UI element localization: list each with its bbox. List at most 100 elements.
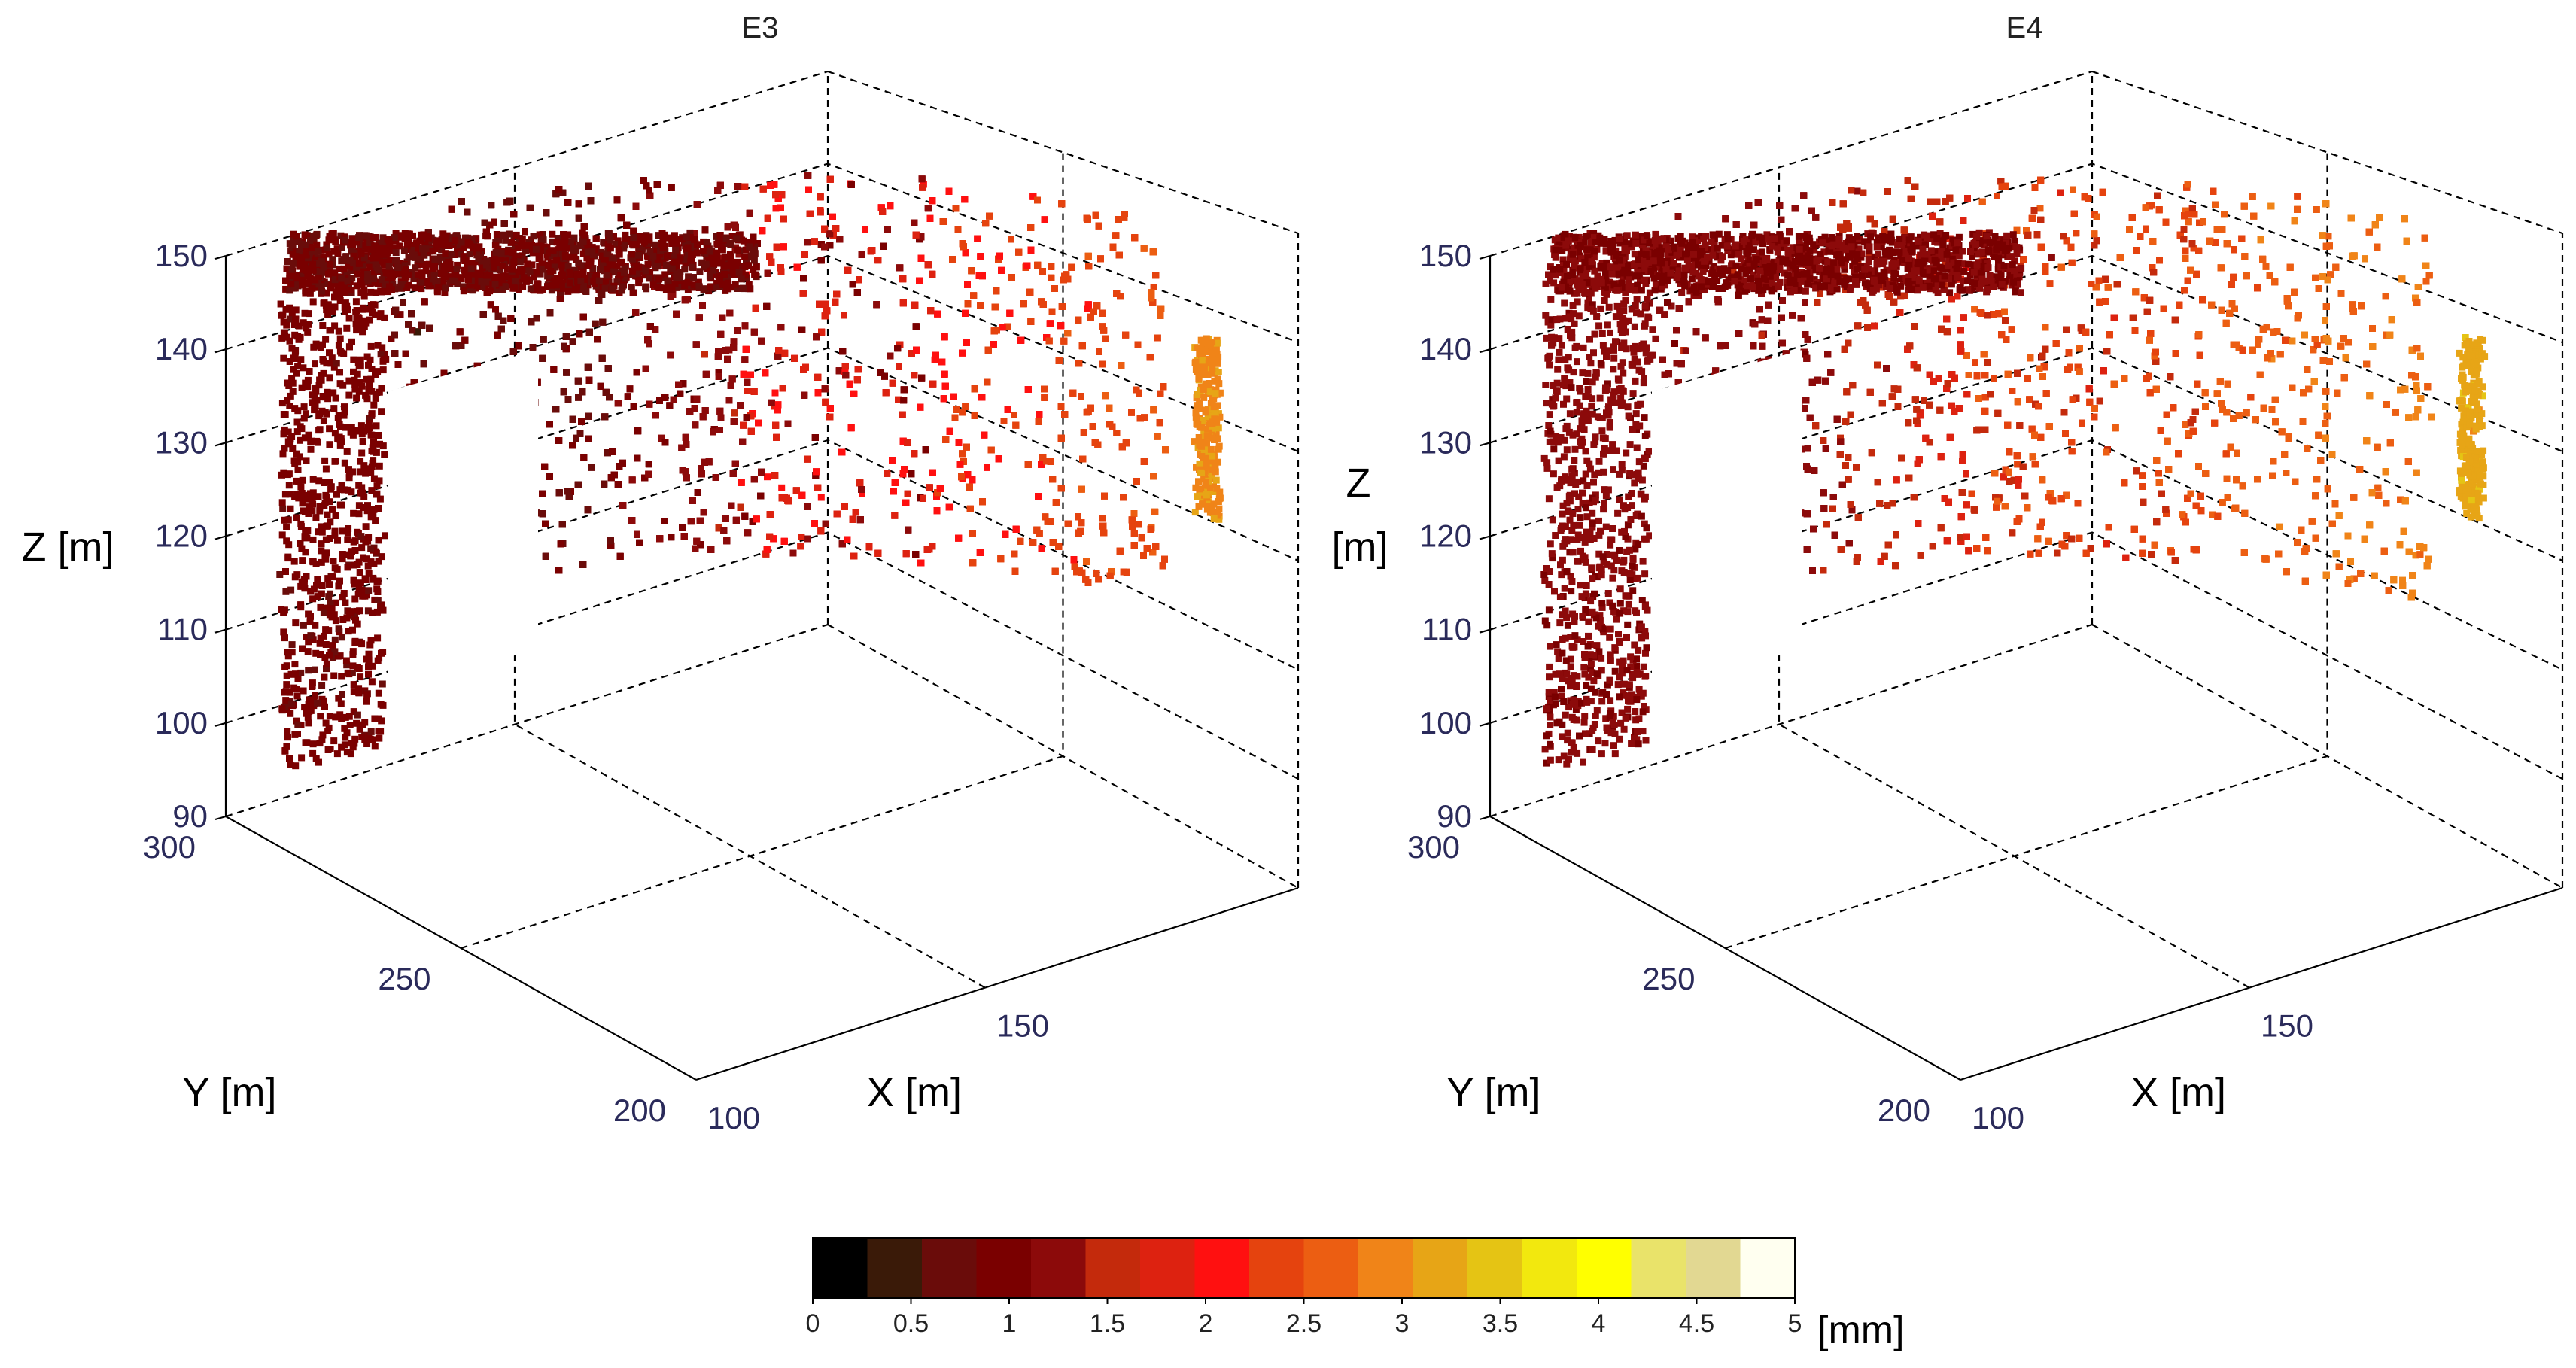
data-point (316, 507, 324, 515)
data-point (292, 306, 300, 314)
data-point (365, 361, 372, 369)
data-point (276, 571, 284, 578)
data-point (348, 424, 355, 431)
data-point (368, 366, 376, 372)
data-point (344, 536, 351, 543)
data-point (286, 689, 293, 696)
data-point (331, 636, 339, 643)
data-point (363, 507, 371, 515)
data-point (281, 516, 288, 524)
data-point (305, 701, 312, 708)
data-point (282, 588, 290, 595)
data-point (358, 640, 366, 648)
data-point (300, 507, 307, 515)
data-point (343, 729, 351, 737)
data-point (295, 494, 303, 502)
data-point (293, 692, 301, 700)
data-point (348, 608, 355, 616)
data-point (350, 688, 357, 695)
data-point (373, 608, 381, 616)
data-point (279, 505, 287, 512)
data-point (364, 502, 371, 509)
data-point (372, 371, 379, 378)
data-point (287, 491, 294, 498)
data-point (318, 682, 326, 689)
data-point (351, 580, 358, 588)
data-point (300, 622, 307, 629)
data-point (376, 734, 383, 742)
data-point (360, 462, 368, 470)
data-point (330, 672, 338, 679)
data-point (374, 657, 382, 664)
data-point (281, 411, 289, 418)
data-point (375, 505, 382, 512)
data-point (376, 462, 383, 470)
data-point (294, 721, 302, 728)
data-point (320, 609, 327, 616)
data-point (281, 426, 288, 433)
data-point (351, 381, 359, 388)
data-point (367, 288, 375, 296)
data-point (284, 428, 292, 436)
data-point (345, 525, 352, 532)
y-axis-label: Y [m] (182, 1070, 276, 1115)
data-point (354, 711, 361, 719)
data-point (357, 363, 364, 370)
data-point (321, 703, 328, 710)
data-point (340, 590, 348, 597)
data-point (297, 540, 304, 547)
data-point (281, 634, 288, 642)
data-point (293, 369, 300, 377)
data-point (388, 335, 395, 342)
data-point (326, 652, 333, 659)
data-point (376, 477, 383, 485)
data-point (360, 427, 368, 435)
data-point (338, 482, 345, 489)
data-point (367, 302, 375, 309)
data-point (300, 319, 307, 327)
data-point (351, 376, 358, 384)
data-point (364, 426, 372, 433)
data-point (354, 620, 361, 628)
data-point (332, 617, 339, 625)
data-point (332, 394, 339, 402)
data-point (362, 523, 370, 530)
data-point (297, 356, 305, 363)
data-point (294, 466, 302, 473)
data-point (299, 557, 306, 564)
z-tick-label: 100 (155, 705, 208, 740)
data-point (369, 459, 376, 467)
data-point (370, 475, 378, 482)
data-point (350, 538, 357, 546)
data-point (351, 595, 359, 603)
data-point (350, 708, 357, 716)
data-point (365, 670, 372, 678)
data-point (355, 427, 363, 435)
data-point (331, 293, 338, 301)
data-point (365, 420, 373, 427)
data-point (307, 490, 314, 497)
data-point (307, 445, 315, 453)
data-point (298, 754, 306, 762)
data-point (336, 280, 343, 287)
data-point (288, 641, 296, 649)
data-point (286, 755, 293, 762)
data-point (279, 450, 287, 458)
data-point (281, 330, 288, 337)
data-point (329, 573, 336, 581)
data-point (339, 555, 346, 563)
data-point (309, 558, 317, 565)
data-point (304, 713, 312, 721)
data-point (336, 486, 344, 494)
data-point (321, 457, 329, 464)
data-point (306, 310, 312, 318)
data-point (353, 326, 360, 333)
y-tick-label: 250 (378, 961, 430, 996)
data-point (355, 502, 363, 509)
data-point (363, 740, 371, 747)
data-point (280, 354, 287, 362)
data-point (340, 486, 348, 494)
data-point (350, 576, 357, 584)
data-point (345, 391, 353, 399)
data-point (338, 634, 345, 641)
